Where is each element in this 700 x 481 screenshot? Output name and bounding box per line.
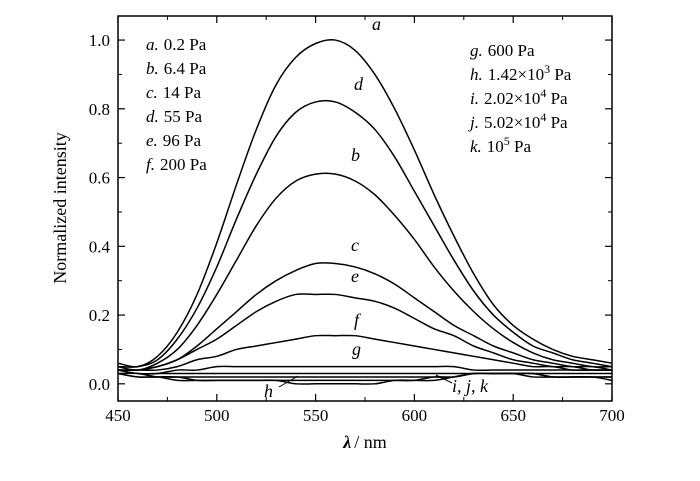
y-tick-label-0.8: 0.8	[89, 100, 110, 119]
legend-key: h.	[470, 65, 483, 84]
legend-key: i.	[470, 89, 479, 108]
series-a-line	[117, 38, 613, 368]
leader-line-h	[278, 375, 299, 388]
x-tick-label-550: 550	[303, 406, 329, 425]
curve-label-b: b	[351, 145, 360, 165]
x-axis-unit: / nm	[354, 432, 387, 452]
legend-exponent: 4	[540, 110, 546, 124]
curve-label-f: f	[354, 310, 362, 330]
x-tick-label-700: 700	[599, 406, 625, 425]
series-f-line	[118, 334, 612, 372]
legend-right: g. 600 Pa h. 1.42×103 Pa i. 2.02×104 Pa j. 5.02…	[468, 41, 572, 156]
curve-label-ijk: i, j, k	[452, 376, 489, 396]
legend-entry-i: i. 2.02×104 Pa	[470, 86, 568, 108]
legend-entry-g: g. 600 Pa	[470, 41, 535, 60]
y-tick-label-1: 1.0	[89, 31, 110, 50]
y-tick-label-0.2: 0.2	[89, 306, 110, 325]
curve-label-e: e	[351, 266, 359, 286]
series-group	[117, 38, 613, 385]
legend-entry-k: k. 105 Pa	[470, 134, 532, 156]
legend-value: 1.42×10	[488, 65, 544, 84]
legend-entry-h: h. 1.42×103 Pa	[470, 62, 572, 84]
series-b-line	[117, 172, 613, 371]
legend-value: 5.02×10	[484, 113, 540, 132]
legend-key: d.	[146, 107, 159, 126]
leader-line-ijk	[435, 374, 453, 384]
legend-entry-a: a. 0.2 Pa	[146, 35, 207, 54]
x-axis-symbol: λ	[342, 432, 351, 452]
legend-key: g.	[470, 41, 483, 60]
curve-label-h: h	[264, 381, 273, 401]
legend-key: b.	[146, 59, 159, 78]
x-tick-label-500: 500	[204, 406, 230, 425]
x-tick-label-650: 650	[500, 406, 526, 425]
legend-key: f.	[146, 155, 155, 174]
legend-exponent: 3	[544, 62, 550, 76]
legend-key: e.	[146, 131, 158, 150]
legend-value: 10	[487, 137, 504, 156]
legend-key: j.	[468, 113, 479, 132]
legend-value: 55 Pa	[164, 107, 203, 126]
legend-entry-c: c. 14 Pa	[146, 83, 202, 102]
series-k-line	[117, 372, 613, 385]
legend-unit: Pa	[546, 89, 568, 108]
axis-ticks	[117, 16, 613, 401]
x-tick-label-450: 450	[105, 406, 131, 425]
y-axis-title: Normalized intensity	[50, 132, 70, 283]
curve-label-d: d	[354, 74, 364, 94]
legend-value: 14 Pa	[163, 83, 202, 102]
y-tick-label-0: 0.0	[89, 375, 110, 394]
curve-label-c: c	[351, 235, 359, 255]
x-axis-title: λ / nm	[342, 432, 387, 452]
series-e-line	[117, 293, 613, 372]
legend-entry-d: d. 55 Pa	[146, 107, 202, 126]
legend-key: k.	[470, 137, 482, 156]
legend-value: 0.2 Pa	[164, 35, 207, 54]
legend-key: c.	[146, 83, 158, 102]
legend-exponent: 4	[540, 86, 546, 100]
legend-entry-j: j. 5.02×104 Pa	[468, 110, 568, 132]
axis-tick-labels: 450 500 550 600 650 700 0.0 0.2 0.4 0.6 0.8 1.0	[89, 31, 625, 425]
legend-value: 200 Pa	[160, 155, 207, 174]
legend-entry-f: f. 200 Pa	[146, 155, 207, 174]
legend-value: 2.02×10	[484, 89, 540, 108]
series-c-line	[117, 262, 613, 372]
x-tick-label-600: 600	[402, 406, 428, 425]
legend-value: 600 Pa	[488, 41, 535, 60]
legend-unit: Pa	[550, 65, 572, 84]
legend-unit: Pa	[546, 113, 568, 132]
y-tick-label-0.4: 0.4	[89, 237, 111, 256]
curve-label-a: a	[372, 14, 381, 34]
legend-exponent: 5	[504, 134, 510, 148]
legend-unit: Pa	[510, 137, 532, 156]
curve-label-g: g	[352, 339, 361, 359]
legend-left: a. 0.2 Pa b. 6.4 Pa c. 14 Pad. 55 Pa e. 96 Pa f. 2…	[146, 35, 207, 174]
legend-value: 96 Pa	[163, 131, 202, 150]
series-g-line	[117, 365, 612, 375]
y-tick-label-0.6: 0.6	[89, 169, 110, 188]
legend-key: a.	[146, 35, 159, 54]
series-d-line	[117, 99, 613, 368]
legend-value: 6.4 Pa	[164, 59, 207, 78]
legend-entry-e: e. 96 Pa	[146, 131, 202, 150]
legend-entry-b: b. 6.4 Pa	[146, 59, 207, 78]
